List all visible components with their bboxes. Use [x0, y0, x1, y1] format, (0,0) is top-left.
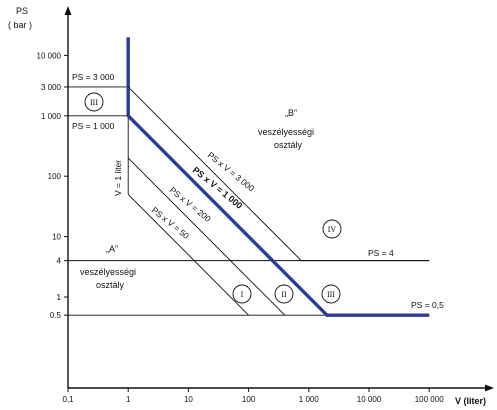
region-a-label: „A” veszélyességi osztály: [80, 244, 136, 290]
svg-text:osztály: osztály: [274, 140, 303, 150]
series-line-ps_v_1000: [126, 37, 430, 317]
series-line-ps_v_50: [127, 194, 249, 316]
svg-text:I: I: [241, 290, 244, 299]
y-tick-label: 1 000: [41, 112, 62, 121]
svg-text:veszélyességi: veszélyességi: [258, 127, 314, 137]
svg-text:veszélyességi: veszélyességi: [80, 267, 136, 277]
y-tick-label: 0.5: [50, 311, 62, 320]
x-axis-title: V (liter): [455, 396, 486, 406]
category-marker-iii-left: III: [84, 92, 104, 112]
region-b-label: „B” veszélyességi osztály: [258, 108, 314, 150]
x-tick-label: 1 000: [299, 395, 320, 404]
series-line-ps_v_3000: [127, 86, 430, 262]
category-marker-ii: II: [274, 284, 294, 304]
x-tick-label: 10: [184, 395, 193, 404]
category-marker-iv: IV: [322, 219, 342, 239]
ref-label-ps-3000: PS = 3 000: [72, 72, 115, 82]
ref-label-ps-05: PS = 0,5: [411, 300, 444, 310]
y-tick-label: 4: [57, 257, 62, 266]
svg-text:„A”: „A”: [106, 244, 118, 254]
y-tick-labels: 10 000 3 000 1 000 100 10 4 1 0.5: [37, 51, 62, 320]
svg-text:II: II: [281, 290, 287, 299]
ref-label-ps-4: PS = 4: [368, 248, 394, 258]
svg-text:IV: IV: [328, 225, 337, 234]
svg-text:osztály: osztály: [96, 280, 125, 290]
y-axis-arrow: [64, 6, 72, 15]
x-axis-arrow: [485, 384, 494, 392]
series-line-ps_v_200: [127, 157, 286, 316]
series-lines: [126, 37, 430, 317]
x-tick-labels: 0,1 1 10 100 1 000 10 000 100 000: [62, 395, 444, 404]
y-tick-label: 10 000: [37, 51, 62, 60]
svg-text:III: III: [327, 290, 335, 299]
x-tick-label: 1: [126, 395, 131, 404]
category-marker-i: I: [232, 284, 252, 304]
v-1-liter-label: V = 1 liter: [113, 160, 123, 196]
y-axis-title: PS: [16, 6, 28, 16]
y-tick-label: 3 000: [41, 83, 62, 92]
x-tick-label: 10 000: [357, 395, 382, 404]
svg-text:III: III: [90, 98, 98, 107]
x-tick-label: 100 000: [415, 395, 444, 404]
ref-label-ps-1000: PS = 1 000: [72, 121, 115, 131]
y-axis-unit: ( bar ): [8, 20, 32, 30]
category-marker-iii: III: [321, 284, 341, 304]
tick-marks: [64, 54, 430, 392]
x-tick-label: 100: [242, 395, 256, 404]
y-tick-label: 10: [52, 233, 61, 242]
svg-text:„B”: „B”: [285, 108, 297, 118]
y-tick-label: 1: [57, 293, 62, 302]
x-tick-label: 0,1: [62, 395, 74, 404]
label-ps-v-50: PS x V = 50: [150, 205, 192, 241]
axes: [64, 6, 494, 392]
y-tick-label: 100: [48, 172, 62, 181]
